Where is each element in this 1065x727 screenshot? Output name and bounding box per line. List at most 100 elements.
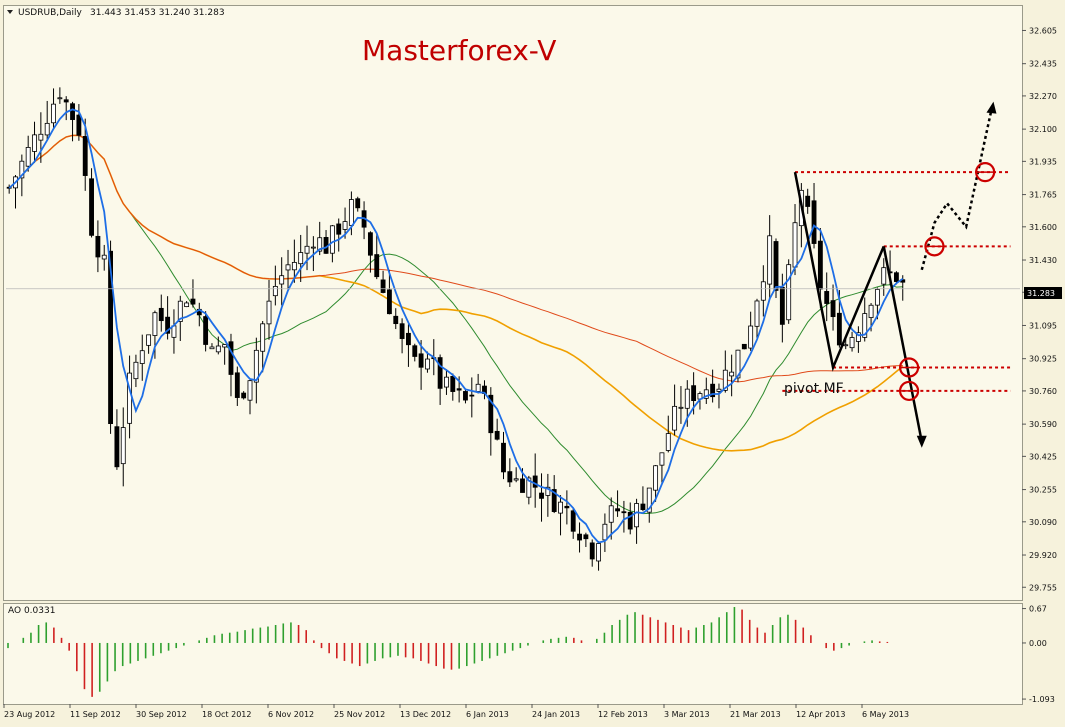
arrow-up-icon bbox=[986, 101, 997, 114]
y-tick-label: 31.430 bbox=[1029, 256, 1057, 265]
candle-body bbox=[893, 272, 899, 282]
candle-body bbox=[583, 534, 589, 540]
candle-body bbox=[520, 478, 525, 493]
ao-plot-frame bbox=[3, 603, 1023, 705]
dropdown-triangle-icon[interactable] bbox=[7, 10, 13, 14]
candle-body bbox=[564, 505, 570, 509]
candle-body bbox=[868, 304, 874, 318]
candle-body bbox=[849, 337, 855, 349]
y-tick-label: 30.760 bbox=[1029, 387, 1057, 396]
x-tick-label: 12 Apr 2013 bbox=[796, 710, 845, 719]
candle-body bbox=[51, 103, 56, 124]
pattern-leg bbox=[793, 171, 885, 372]
candle-body bbox=[615, 508, 620, 512]
candle-body bbox=[640, 503, 646, 511]
candle-body bbox=[773, 241, 779, 291]
candle-body bbox=[450, 375, 456, 392]
candle-body bbox=[710, 383, 716, 398]
candle-body bbox=[165, 316, 171, 334]
candle-body bbox=[374, 254, 380, 278]
candle-body bbox=[82, 136, 88, 176]
candle-body bbox=[779, 286, 785, 325]
ao-tick-label: 0.67 bbox=[1029, 605, 1047, 614]
x-tick-label: 12 Feb 2013 bbox=[598, 710, 648, 719]
candle-body bbox=[659, 452, 665, 466]
y-tick-label: 31.935 bbox=[1029, 157, 1057, 166]
candle-body bbox=[729, 371, 735, 377]
candle-body bbox=[76, 114, 82, 136]
watermark-text: Masterforex-V bbox=[362, 34, 556, 67]
candle-body bbox=[114, 426, 120, 468]
candle-body bbox=[539, 492, 544, 499]
candlesticks bbox=[6, 87, 906, 571]
candle-body bbox=[44, 122, 50, 136]
x-tick-label: 6 May 2013 bbox=[862, 710, 909, 719]
candle-body bbox=[298, 252, 304, 265]
candle-body bbox=[602, 523, 608, 541]
candle-body bbox=[203, 316, 209, 345]
candle-body bbox=[412, 345, 418, 357]
candle-body bbox=[684, 388, 690, 409]
candle-body bbox=[425, 358, 430, 370]
ao-axis: 0.67 0.00 -1.093 bbox=[1022, 605, 1055, 704]
candle-body bbox=[760, 281, 766, 301]
ao-histogram bbox=[7, 607, 889, 697]
ema-fast-group bbox=[8, 108, 904, 544]
candle-body bbox=[304, 245, 310, 254]
candle-body bbox=[279, 275, 285, 285]
main-plot-frame bbox=[3, 5, 1023, 601]
candle-body bbox=[215, 345, 221, 353]
candle-body bbox=[38, 133, 44, 141]
candle-body bbox=[748, 325, 754, 349]
y-tick-label: 31.095 bbox=[1029, 321, 1057, 330]
forecast-down-line bbox=[882, 246, 923, 442]
candle-body bbox=[139, 350, 145, 364]
x-tick-label: 11 Sep 2012 bbox=[70, 710, 121, 719]
candle-body bbox=[108, 250, 113, 425]
candle-body bbox=[507, 471, 513, 483]
candle-body bbox=[830, 300, 836, 318]
candle-body bbox=[469, 394, 475, 397]
y-tick-label: 32.605 bbox=[1029, 26, 1057, 35]
price-axis: 32.605 32.435 32.270 32.100 31.935 31.765 31.6… bbox=[1022, 26, 1057, 592]
x-tick-label: 25 Nov 2012 bbox=[334, 710, 385, 719]
x-tick-label: 13 Dec 2012 bbox=[400, 710, 451, 719]
candle-body bbox=[418, 353, 424, 368]
candle-body bbox=[703, 389, 709, 399]
candle-body bbox=[621, 511, 627, 514]
candle-body bbox=[463, 391, 468, 401]
candle-body bbox=[672, 405, 678, 431]
candle-body bbox=[735, 349, 741, 379]
candle-body bbox=[355, 198, 361, 209]
candle-body bbox=[874, 289, 880, 306]
candle-body bbox=[70, 103, 75, 120]
y-tick-label: 32.270 bbox=[1029, 92, 1057, 101]
candle-body bbox=[241, 392, 247, 399]
candle-body bbox=[811, 200, 817, 244]
candle-body bbox=[855, 332, 861, 342]
ma-line-100 bbox=[8, 134, 903, 383]
candle-body bbox=[513, 478, 519, 481]
y-tick-label: 31.765 bbox=[1029, 191, 1057, 200]
y-tick-label: 32.435 bbox=[1029, 60, 1057, 69]
candle-body bbox=[310, 246, 316, 249]
candle-body bbox=[32, 134, 37, 152]
candle-body bbox=[152, 312, 158, 336]
candle-body bbox=[596, 543, 601, 562]
candle-body bbox=[456, 388, 462, 391]
x-tick-label: 6 Nov 2012 bbox=[268, 710, 314, 719]
candle-body bbox=[190, 298, 196, 305]
candle-body bbox=[722, 369, 728, 391]
candle-body bbox=[792, 222, 798, 268]
candle-body bbox=[805, 195, 811, 207]
x-tick-label: 21 Mar 2013 bbox=[730, 710, 781, 719]
ma-line-5 bbox=[8, 108, 904, 544]
candle-body bbox=[551, 489, 557, 512]
candle-body bbox=[627, 511, 633, 530]
current-price-box bbox=[1024, 287, 1062, 299]
candle-body bbox=[532, 475, 538, 488]
candle-body bbox=[399, 323, 405, 339]
candle-body bbox=[646, 487, 652, 513]
candle-body bbox=[862, 313, 868, 338]
